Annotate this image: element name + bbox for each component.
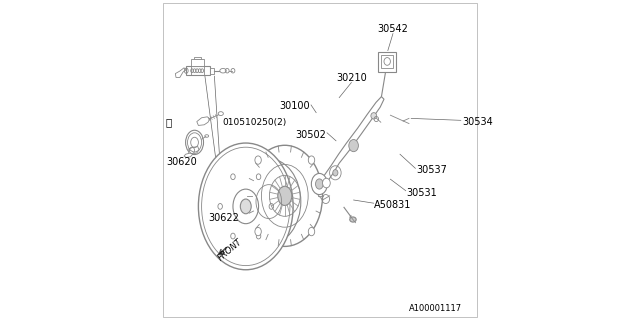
Text: 30531: 30531 xyxy=(406,188,437,198)
Polygon shape xyxy=(175,68,186,77)
Ellipse shape xyxy=(349,217,356,222)
Text: 30620: 30620 xyxy=(166,156,197,167)
Bar xyxy=(191,59,204,66)
Ellipse shape xyxy=(186,130,204,155)
Ellipse shape xyxy=(278,186,292,205)
Ellipse shape xyxy=(349,140,358,152)
Text: A100001117: A100001117 xyxy=(409,304,462,313)
Ellipse shape xyxy=(237,159,301,244)
Text: 30537: 30537 xyxy=(416,165,447,175)
Text: Ⓑ: Ⓑ xyxy=(166,117,172,127)
Ellipse shape xyxy=(312,173,328,195)
Text: 010510250(2): 010510250(2) xyxy=(223,118,287,127)
Ellipse shape xyxy=(323,178,330,188)
Polygon shape xyxy=(197,117,210,125)
Ellipse shape xyxy=(308,156,315,164)
Bar xyxy=(186,66,210,75)
Ellipse shape xyxy=(198,143,293,270)
Text: 30100: 30100 xyxy=(279,101,310,111)
Ellipse shape xyxy=(371,113,376,119)
Ellipse shape xyxy=(333,170,338,176)
Polygon shape xyxy=(184,153,193,157)
Ellipse shape xyxy=(308,228,315,236)
Text: 30542: 30542 xyxy=(378,24,408,35)
Ellipse shape xyxy=(218,112,223,116)
Bar xyxy=(378,52,396,72)
Text: 30210: 30210 xyxy=(336,73,367,84)
Ellipse shape xyxy=(255,156,261,164)
Bar xyxy=(194,57,201,59)
Bar xyxy=(210,68,214,74)
Text: 30622: 30622 xyxy=(208,213,239,223)
Ellipse shape xyxy=(240,199,251,214)
Polygon shape xyxy=(313,97,384,194)
Text: 30534: 30534 xyxy=(462,117,493,127)
Ellipse shape xyxy=(220,68,227,73)
Text: FRONT: FRONT xyxy=(216,237,244,263)
Polygon shape xyxy=(189,147,199,154)
Bar xyxy=(381,55,393,68)
Ellipse shape xyxy=(316,179,323,189)
Text: A50831: A50831 xyxy=(374,200,411,211)
Text: 30502: 30502 xyxy=(295,130,326,140)
Ellipse shape xyxy=(247,145,323,246)
Ellipse shape xyxy=(255,228,261,236)
